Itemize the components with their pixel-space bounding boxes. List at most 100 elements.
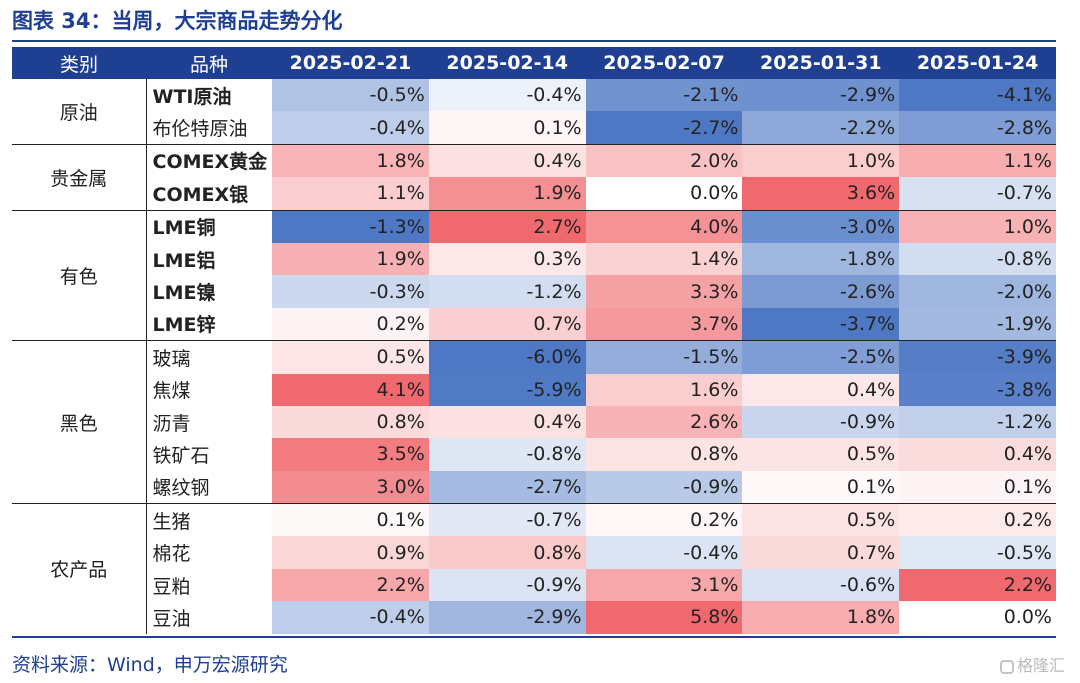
header-category: 类别 — [12, 47, 146, 79]
value-cell: -1.3% — [272, 209, 429, 243]
value-cell: 0.4% — [428, 405, 586, 439]
value-cell: -0.9% — [742, 405, 900, 439]
value-cell: -1.2% — [899, 405, 1056, 439]
value-cell: 0.2% — [585, 503, 743, 537]
value-cell: -2.7% — [428, 470, 586, 504]
value-cell: 0.4% — [428, 143, 586, 178]
table-row: 铁矿石 3.5% -0.8% 0.8% 0.5% 0.4% — [12, 438, 1056, 471]
value-cell: 2.6% — [585, 405, 743, 439]
value-cell: 0.5% — [742, 503, 900, 537]
header-date: 2025-02-07 — [585, 47, 743, 79]
variety-cell: 铁矿石 — [152, 444, 210, 467]
variety-cell: 棉花 — [152, 543, 191, 566]
category-cell: 贵金属 — [12, 143, 147, 211]
value-cell: -0.4% — [272, 601, 429, 634]
value-cell: 2.2% — [272, 568, 429, 602]
value-cell: -0.5% — [899, 536, 1056, 569]
value-cell: -0.4% — [428, 79, 586, 112]
value-cell: -0.5% — [272, 79, 429, 112]
title-rule — [12, 40, 1056, 42]
value-cell: -2.1% — [585, 79, 743, 112]
value-cell: 1.8% — [742, 601, 900, 634]
value-cell: 1.0% — [899, 209, 1056, 243]
value-cell: -2.2% — [742, 111, 900, 145]
category-cell: 农产品 — [12, 503, 147, 634]
table-row: 有色 LME铜 -1.3% 2.7% 4.0% -3.0% 1.0% — [12, 209, 1056, 341]
table-row: 焦煤 4.1% -5.9% 1.6% 0.4% -3.8% — [12, 373, 1056, 406]
value-cell: -3.8% — [899, 373, 1056, 406]
value-cell: -2.5% — [742, 340, 900, 374]
value-cell: -2.9% — [428, 601, 586, 634]
category-cell: 黑色 — [12, 340, 147, 504]
table-row: 沥青 0.8% 0.4% 2.6% -0.9% -1.2% — [12, 405, 1056, 439]
table-row: 豆油 -0.4% -2.9% 5.8% 1.8% 0.0% — [12, 601, 1056, 634]
table-row: LME锌 0.2% 0.7% 3.7% -3.7% -1.9% — [12, 307, 1056, 341]
value-cell: -1.9% — [899, 307, 1056, 341]
value-cell: 1.9% — [272, 242, 429, 276]
header-date: 2025-02-21 — [272, 47, 429, 79]
value-cell: 3.0% — [272, 470, 429, 504]
table-row: LME铝 1.9% 0.3% 1.4% -1.8% -0.8% — [12, 242, 1056, 276]
header-date: 2025-01-24 — [899, 47, 1056, 79]
table-body: 原油 WTI原油 -0.5% -0.4% -2.1% -2.9% -4.1% 布伦特原油 -0.… — [12, 79, 1056, 634]
value-cell: 3.6% — [742, 177, 900, 211]
table-row: LME镍 -0.3% -1.2% 3.3% -2.6% -2.0% — [12, 275, 1056, 308]
value-cell: -0.8% — [899, 242, 1056, 276]
value-cell: 2.0% — [585, 143, 743, 178]
value-cell: -0.9% — [585, 470, 743, 504]
value-cell: -0.7% — [428, 503, 586, 537]
value-cell: -1.2% — [428, 275, 586, 308]
value-cell: 0.8% — [428, 536, 586, 569]
value-cell: -1.5% — [585, 340, 743, 374]
value-cell: -0.3% — [272, 275, 429, 308]
table-row: 农产品 生猪 0.1% -0.7% 0.2% 0.5% 0.2% — [12, 503, 1056, 634]
value-cell: 0.9% — [272, 536, 429, 569]
table-row: 棉花 0.9% 0.8% -0.4% 0.7% -0.5% — [12, 536, 1056, 569]
value-cell: 3.5% — [272, 438, 429, 471]
variety-cell: 布伦特原油 — [152, 118, 248, 141]
value-cell: -2.9% — [742, 79, 900, 112]
table-row: 布伦特原油 -0.4% 0.1% -2.7% -2.2% -2.8% — [12, 111, 1056, 145]
value-cell: 3.3% — [585, 275, 743, 308]
value-cell: 2.2% — [899, 568, 1056, 602]
value-cell: 0.1% — [742, 470, 900, 504]
value-cell: 3.7% — [585, 307, 743, 341]
value-cell: -0.8% — [428, 438, 586, 471]
value-cell: 0.5% — [272, 340, 429, 374]
value-cell: -5.9% — [428, 373, 586, 406]
value-cell: -3.7% — [742, 307, 900, 341]
variety-cell: 豆油 — [152, 607, 191, 630]
variety-cell: COMEX银 — [152, 183, 249, 206]
variety-cell: LME铝 — [152, 249, 216, 272]
value-cell: 1.0% — [742, 143, 900, 178]
value-cell: 1.6% — [585, 373, 743, 406]
value-cell: 0.7% — [742, 536, 900, 569]
commodity-table: 类别 品种 2025-02-21 2025-02-14 2025-02-07 2… — [12, 47, 1056, 634]
value-cell: 4.1% — [272, 373, 429, 406]
value-cell: 1.8% — [272, 143, 429, 178]
watermark: 格隆汇 — [1000, 652, 1065, 676]
value-cell: -3.0% — [742, 209, 900, 243]
value-cell: 0.0% — [585, 177, 743, 211]
value-cell: 4.0% — [585, 209, 743, 243]
value-cell: 0.1% — [899, 470, 1056, 504]
header-date: 2025-02-14 — [428, 47, 586, 79]
header-row: 类别 品种 2025-02-21 2025-02-14 2025-02-07 2… — [12, 47, 1056, 79]
variety-cell: LME锌 — [152, 314, 216, 337]
value-cell: 0.4% — [742, 373, 900, 406]
value-cell: -6.0% — [428, 340, 586, 374]
value-cell: -0.4% — [585, 536, 743, 569]
value-cell: 1.9% — [428, 177, 586, 211]
header-date: 2025-01-31 — [742, 47, 900, 79]
table-row: 螺纹钢 3.0% -2.7% -0.9% 0.1% 0.1% — [12, 470, 1056, 504]
value-cell: 0.5% — [742, 438, 900, 471]
value-cell: -4.1% — [899, 79, 1056, 112]
value-cell: 3.1% — [585, 568, 743, 602]
value-cell: -2.6% — [742, 275, 900, 308]
value-cell: -3.9% — [899, 340, 1056, 374]
value-cell: 2.7% — [428, 209, 586, 243]
value-cell: -0.9% — [428, 568, 586, 602]
value-cell: 0.4% — [899, 438, 1056, 471]
value-cell: 0.2% — [899, 503, 1056, 537]
variety-cell: 豆粕 — [152, 575, 191, 598]
